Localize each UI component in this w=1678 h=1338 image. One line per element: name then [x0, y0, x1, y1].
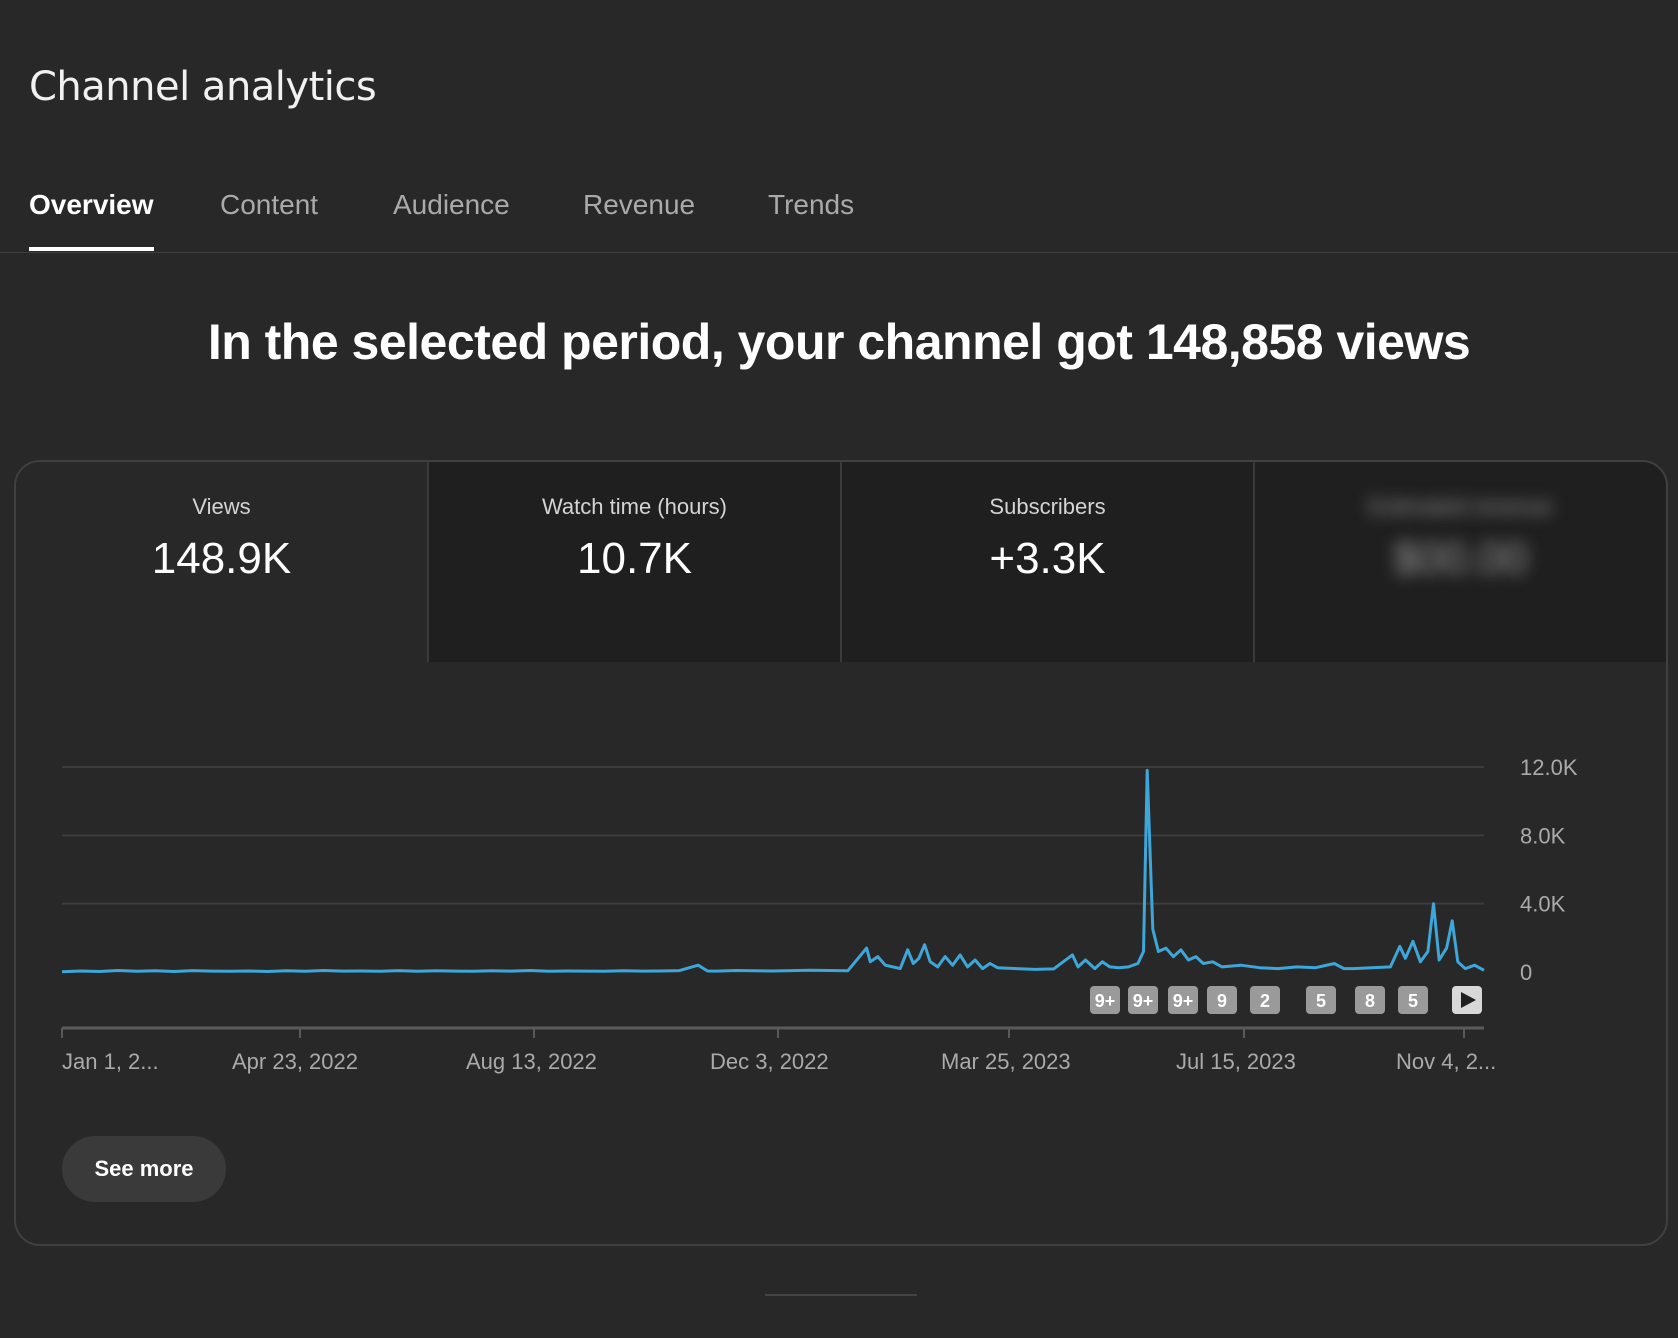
x-tick-label: Aug 13, 2022 [466, 1049, 597, 1074]
timeline-marker[interactable]: 5 [1398, 986, 1428, 1014]
x-tick-label: Apr 23, 2022 [232, 1049, 358, 1074]
y-tick-label: 4.0K [1520, 892, 1566, 917]
tab-content[interactable]: Content [220, 189, 319, 220]
timeline-marker-label: 9+ [1133, 991, 1154, 1011]
metric-value: +3.3K [989, 534, 1106, 583]
timeline-marker[interactable]: 9 [1207, 986, 1237, 1014]
views-line-chart: 0 4.0K 8.0K 12.0K 9+ 9+ 9+ 9 2 5 8 5 Jan 1, 2... Apr … [61, 755, 1578, 1074]
timeline-marker-badge [1128, 986, 1158, 1014]
timeline-marker-label: 5 [1316, 991, 1326, 1011]
metric-value: 148.9K [151, 534, 292, 583]
tab-bar: Overview Content Audience Revenue Trends [0, 176, 1678, 253]
timeline-marker-badge [1168, 986, 1198, 1014]
x-tick-label: Dec 3, 2022 [710, 1049, 829, 1074]
metric-label: Subscribers [989, 494, 1106, 519]
x-tick-label: Mar 25, 2023 [941, 1049, 1071, 1074]
period-summary-headline: In the selected period, your channel got… [207, 314, 1471, 370]
see-more-button[interactable]: See more [62, 1136, 226, 1202]
metric-label: Watch time (hours) [541, 494, 727, 519]
timeline-marker-badge [1398, 986, 1428, 1014]
timeline-play-icon[interactable] [1452, 986, 1482, 1014]
metric-revenue-blurred[interactable]: Estimated revenue $00.00 [1253, 462, 1666, 662]
metric-value: 10.7K [577, 534, 692, 583]
timeline-marker-badge [1090, 986, 1120, 1014]
timeline-marker-label: 2 [1260, 991, 1270, 1011]
tab-audience[interactable]: Audience [393, 189, 510, 220]
metric-tabs: Views 148.9K Watch time (hours) 10.7K Su… [16, 462, 1666, 662]
timeline-marker[interactable]: 2 [1250, 986, 1280, 1014]
x-tick-label: Jan 1, 2... [62, 1049, 159, 1074]
timeline-marker[interactable]: 8 [1355, 986, 1385, 1014]
tab-trends[interactable]: Trends [768, 189, 855, 220]
y-tick-label: 8.0K [1520, 823, 1566, 848]
timeline-marker-label: 5 [1408, 991, 1418, 1011]
metric-subscribers[interactable]: Subscribers +3.3K [840, 462, 1253, 662]
timeline-marker-label: 9+ [1095, 991, 1116, 1011]
page-title: Channel analytics [29, 64, 377, 110]
scroll-indicator [765, 1294, 917, 1296]
views-series-line [61, 768, 1485, 974]
metric-value: $00.00 [1393, 534, 1528, 583]
metric-label: Views [192, 494, 251, 519]
timeline-marker-badge [1355, 986, 1385, 1014]
tab-overview[interactable]: Overview [29, 189, 154, 251]
play-icon [1461, 992, 1476, 1008]
x-tick-label: Nov 4, 2... [1396, 1049, 1496, 1074]
timeline-marker-badge [1207, 986, 1237, 1014]
metric-views[interactable]: Views 148.9K [16, 462, 427, 662]
timeline-marker-label: 9 [1217, 991, 1227, 1011]
metric-label: Estimated revenue [1368, 494, 1553, 519]
metric-watch-time[interactable]: Watch time (hours) 10.7K [427, 462, 840, 662]
timeline-marker[interactable]: 9+ [1128, 986, 1158, 1014]
timeline-marker-label: 9+ [1173, 991, 1194, 1011]
timeline-marker[interactable]: 5 [1306, 986, 1336, 1014]
overview-card: Views 148.9K Watch time (hours) 10.7K Su… [14, 460, 1668, 1246]
y-tick-label: 0 [1520, 960, 1532, 985]
timeline-marker[interactable]: 9+ [1090, 986, 1120, 1014]
tab-revenue[interactable]: Revenue [583, 189, 696, 220]
y-tick-label: 12.0K [1520, 755, 1578, 780]
timeline-marker-badge [1250, 986, 1280, 1014]
timeline-marker-badge [1306, 986, 1336, 1014]
x-tick-label: Jul 15, 2023 [1176, 1049, 1296, 1074]
timeline-marker-label: 8 [1365, 991, 1375, 1011]
timeline-marker[interactable]: 9+ [1168, 986, 1198, 1014]
